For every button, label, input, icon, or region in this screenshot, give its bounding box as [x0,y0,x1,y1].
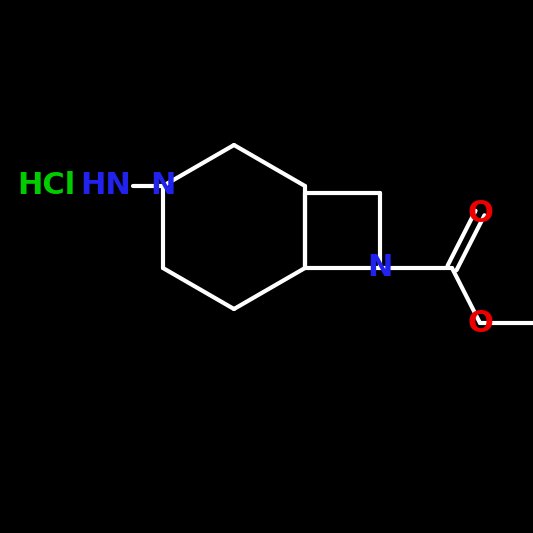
Text: O: O [467,198,493,228]
Text: O: O [467,309,493,337]
Text: HCl: HCl [17,172,75,200]
Text: N: N [150,172,176,200]
Text: HN: HN [80,172,131,200]
Text: N: N [367,254,393,282]
